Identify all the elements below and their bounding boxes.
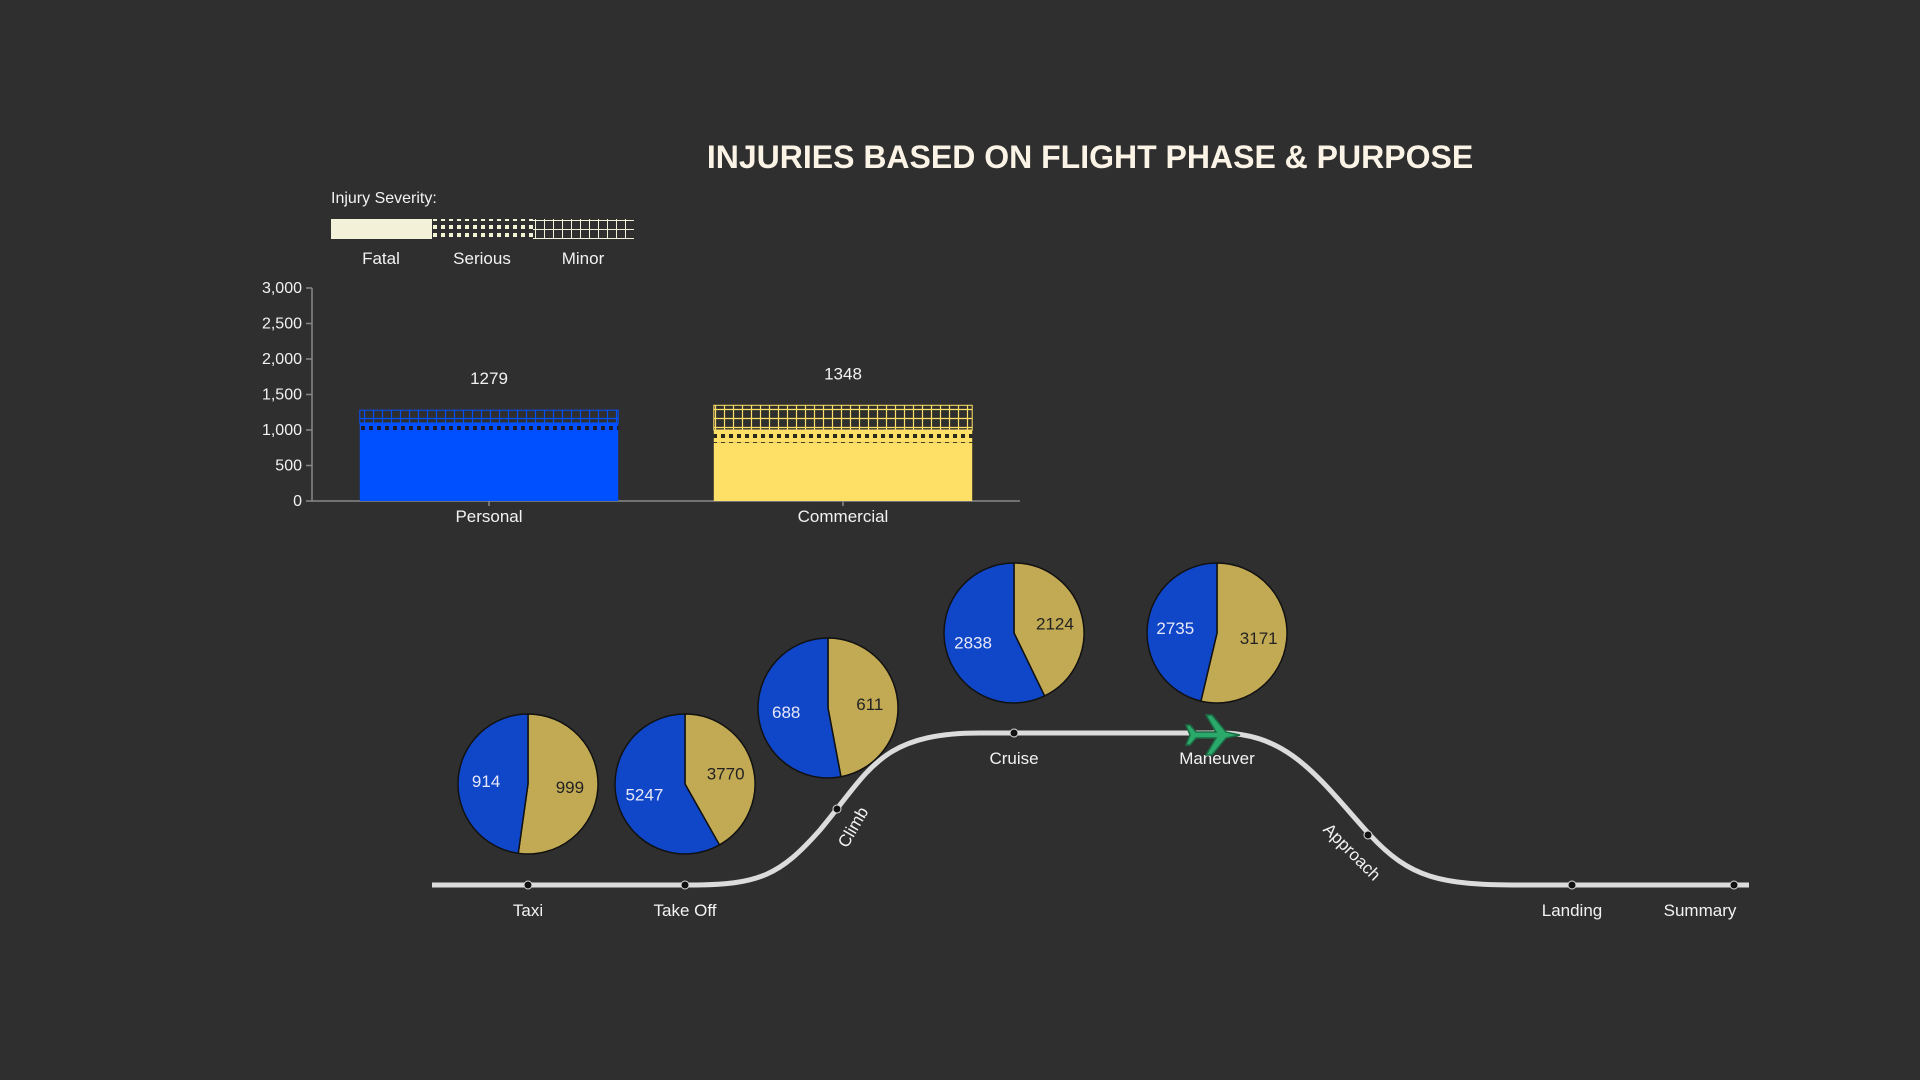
stop-marker-approach[interactable] <box>1363 830 1373 840</box>
stop-label-take-off[interactable]: Take Off <box>654 901 717 920</box>
stop-label-summary[interactable]: Summary <box>1664 901 1737 920</box>
bar-chart: 0 500 1,000 1,500 2,000 2,500 3,000 Personal Co… <box>262 280 1020 526</box>
y-axis: 0 500 1,000 1,500 2,000 2,500 3,000 <box>262 280 313 510</box>
pie-label-commercial: 3770 <box>707 764 745 783</box>
legend-swatch-fatal <box>331 219 432 239</box>
stop-label-approach[interactable]: Approach <box>1319 820 1384 885</box>
bar-personal-minor[interactable] <box>359 409 619 424</box>
legend-label-minor: Minor <box>562 249 605 268</box>
pie-slice-commercial[interactable] <box>1013 562 1085 697</box>
pie-take-off[interactable]: 3770 5247 <box>614 713 756 855</box>
pie-slice-commercial[interactable] <box>684 713 756 846</box>
bar-total-label: 1279 <box>470 369 508 388</box>
legend-label-fatal: Fatal <box>362 249 400 268</box>
pie-maneuver[interactable]: 3171 2735 <box>1146 562 1288 704</box>
bars: 1279 1348 <box>359 364 973 501</box>
stop-label-landing[interactable]: Landing <box>1542 901 1603 920</box>
y-tick-label: 2,500 <box>262 316 302 333</box>
y-tick-label: 0 <box>293 493 302 510</box>
bar-total-label: 1348 <box>824 364 862 383</box>
y-tick-label: 500 <box>275 458 302 475</box>
phase-pies: 999 914 3770 5247 611 688 2124 2838 3171 2735 <box>457 562 1288 855</box>
pie-label-commercial: 2124 <box>1036 615 1074 634</box>
pie-label-personal: 2838 <box>954 633 992 652</box>
pie-climb[interactable]: 611 688 <box>757 637 899 779</box>
stop-label-taxi[interactable]: Taxi <box>513 901 543 920</box>
legend-label-serious: Serious <box>453 249 511 268</box>
pie-label-personal: 688 <box>772 703 800 722</box>
pie-slice-personal[interactable] <box>457 713 529 855</box>
x-tick-label-commercial: Commercial <box>798 507 889 526</box>
y-tick-label: 1,000 <box>262 422 302 439</box>
x-tick-label-personal: Personal <box>455 507 522 526</box>
airplane-icon[interactable] <box>1184 714 1241 756</box>
pie-slice-personal[interactable] <box>614 713 721 855</box>
pie-label-commercial: 3171 <box>1240 629 1278 648</box>
y-tick-label: 1,500 <box>262 387 302 404</box>
stop-marker-cruise[interactable] <box>1009 728 1019 738</box>
y-tick-label: 2,000 <box>262 351 302 368</box>
bar-commercial-minor[interactable] <box>713 404 973 431</box>
severity-legend: Injury Severity: Fatal Serious Minor <box>331 190 634 268</box>
stop-marker-climb[interactable] <box>832 804 842 814</box>
pie-label-personal: 914 <box>472 772 500 791</box>
stop-marker-landing[interactable] <box>1567 880 1577 890</box>
bar-commercial-fatal[interactable] <box>713 442 973 501</box>
pie-slice-personal[interactable] <box>1146 562 1218 703</box>
stop-label-cruise[interactable]: Cruise <box>989 749 1038 768</box>
y-tick-label: 3,000 <box>262 280 302 297</box>
pie-slice-commercial[interactable] <box>1200 562 1288 704</box>
legend-title: Injury Severity: <box>331 190 437 207</box>
pie-label-personal: 5247 <box>625 786 663 805</box>
chart-title: INJURIES BASED ON FLIGHT PHASE & PURPOSE <box>707 139 1473 175</box>
x-axis: Personal Commercial <box>312 500 1020 526</box>
stop-marker-take-off[interactable] <box>680 880 690 890</box>
bar-personal-serious[interactable] <box>359 422 619 432</box>
bar-personal-fatal[interactable] <box>359 431 619 501</box>
stop-label-maneuver[interactable]: Maneuver <box>1179 749 1255 768</box>
pie-cruise[interactable]: 2124 2838 <box>943 562 1085 704</box>
pie-label-commercial: 611 <box>856 695 883 714</box>
pie-slice-personal[interactable] <box>943 562 1046 704</box>
legend-swatch-minor <box>533 219 634 239</box>
stop-marker-summary[interactable] <box>1729 880 1739 890</box>
pie-label-personal: 2735 <box>1156 619 1194 638</box>
pie-slice-personal[interactable] <box>757 637 842 779</box>
bar-commercial-serious[interactable] <box>713 430 973 443</box>
legend-swatch-serious <box>432 219 533 239</box>
pie-slice-commercial[interactable] <box>517 713 599 855</box>
pie-taxi[interactable]: 999 914 <box>457 713 599 855</box>
pie-slice-commercial[interactable] <box>827 637 899 778</box>
stop-marker-taxi[interactable] <box>523 880 533 890</box>
pie-label-commercial: 999 <box>556 778 584 797</box>
